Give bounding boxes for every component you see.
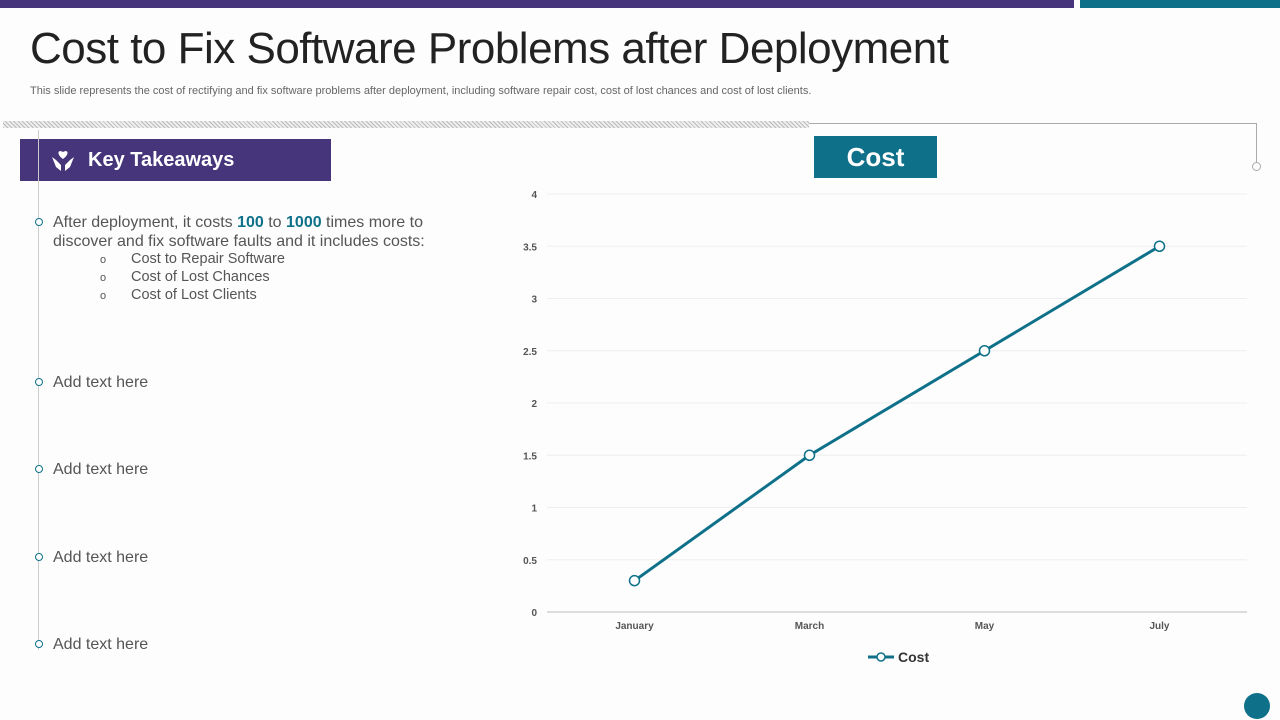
- bullet-main: After deployment, it costs 100 to 1000 t…: [53, 214, 425, 250]
- y-tick-label: 3.5: [523, 242, 537, 253]
- x-tick-label: January: [615, 621, 654, 632]
- hatched-divider: [3, 121, 809, 128]
- bullet-text: Add text here: [53, 374, 149, 391]
- sub-bullet: o Cost to Repair Software: [100, 251, 285, 267]
- x-tick-label: July: [1149, 621, 1169, 632]
- key-takeaways-header: Key Takeaways: [20, 139, 331, 181]
- bullet-dot: [35, 553, 43, 561]
- y-tick-label: 0: [531, 608, 537, 619]
- x-tick-label: May: [975, 621, 995, 632]
- data-point: [1153, 240, 1166, 252]
- timeline-line: [38, 130, 39, 650]
- divider-line-vertical: [1256, 123, 1257, 163]
- y-tick-label: 3: [531, 295, 537, 306]
- data-point: [978, 345, 991, 357]
- legend-marker: [876, 652, 886, 662]
- y-tick-label: 1.5: [523, 451, 537, 462]
- divider-line: [809, 123, 1257, 124]
- data-point: [803, 449, 816, 461]
- top-bar-purple: [0, 0, 1074, 8]
- y-tick-label: 2.5: [523, 347, 537, 358]
- bullet-dot: [35, 465, 43, 473]
- key-takeaways-label: Key Takeaways: [88, 148, 235, 171]
- page-subtitle: This slide represents the cost of rectif…: [30, 85, 812, 97]
- bullet-dot: [35, 218, 43, 226]
- y-tick-label: 4: [531, 190, 537, 201]
- y-tick-label: 0.5: [523, 556, 537, 567]
- top-bar-teal: [1080, 0, 1280, 8]
- helping-hand-heart-icon: [52, 151, 74, 171]
- legend-label: Cost: [898, 649, 929, 665]
- bullet-text: Add text here: [53, 549, 149, 566]
- bullet-dot: [35, 378, 43, 386]
- y-tick-label: 2: [531, 399, 537, 410]
- y-tick-label: 1: [531, 504, 537, 515]
- page-title: Cost to Fix Software Problems after Depl…: [30, 24, 949, 73]
- bullet-dot: [35, 640, 43, 648]
- chart-title: Cost: [814, 136, 937, 178]
- bullet-text: Add text here: [53, 636, 149, 653]
- divider-end-dot: [1252, 162, 1261, 171]
- corner-dot: [1244, 693, 1270, 719]
- series-line: [633, 244, 1161, 582]
- data-point: [628, 574, 641, 587]
- x-tick-label: March: [795, 621, 824, 632]
- bullet-text: Add text here: [53, 461, 149, 478]
- sub-bullet: o Cost of Lost Clients: [100, 287, 257, 303]
- sub-bullet: o Cost of Lost Chances: [100, 269, 270, 285]
